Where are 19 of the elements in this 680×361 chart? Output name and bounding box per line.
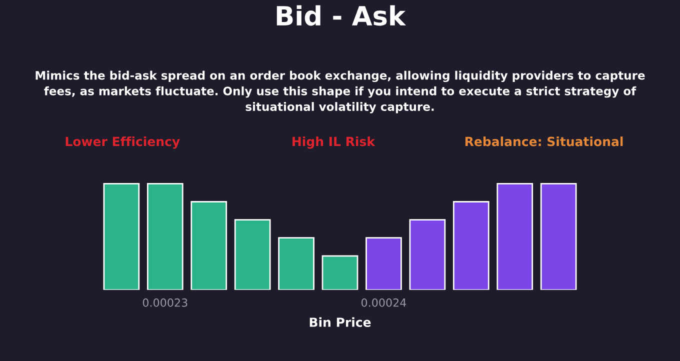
chart-subtitle: Mimics the bid-ask spread on an order book exchange, allowing liquidity providers to capture fees, as markets fluctuate. Only use this shape if you intend to execute a strict strategy of situational volatility capture. (36, 70, 645, 114)
bar (234, 219, 271, 290)
x-axis-title: Bin Price (310, 317, 371, 327)
bar (190, 201, 228, 290)
bar (366, 237, 402, 290)
text: Rebalance: Situational (465, 136, 623, 146)
text: Lower Efficiency (66, 136, 180, 149)
bar (146, 183, 184, 290)
bar (103, 183, 140, 290)
x-tick-label: 0.00023 (142, 298, 188, 307)
bar (409, 219, 446, 290)
bar (496, 183, 534, 290)
bar (278, 237, 314, 290)
text: High IL Risk (292, 136, 376, 149)
bar (540, 183, 577, 290)
bar (452, 201, 490, 290)
bar (322, 255, 358, 290)
chart-title: Bid - Ask (276, 5, 406, 26)
x-tick-label: 0.00024 (361, 298, 406, 307)
